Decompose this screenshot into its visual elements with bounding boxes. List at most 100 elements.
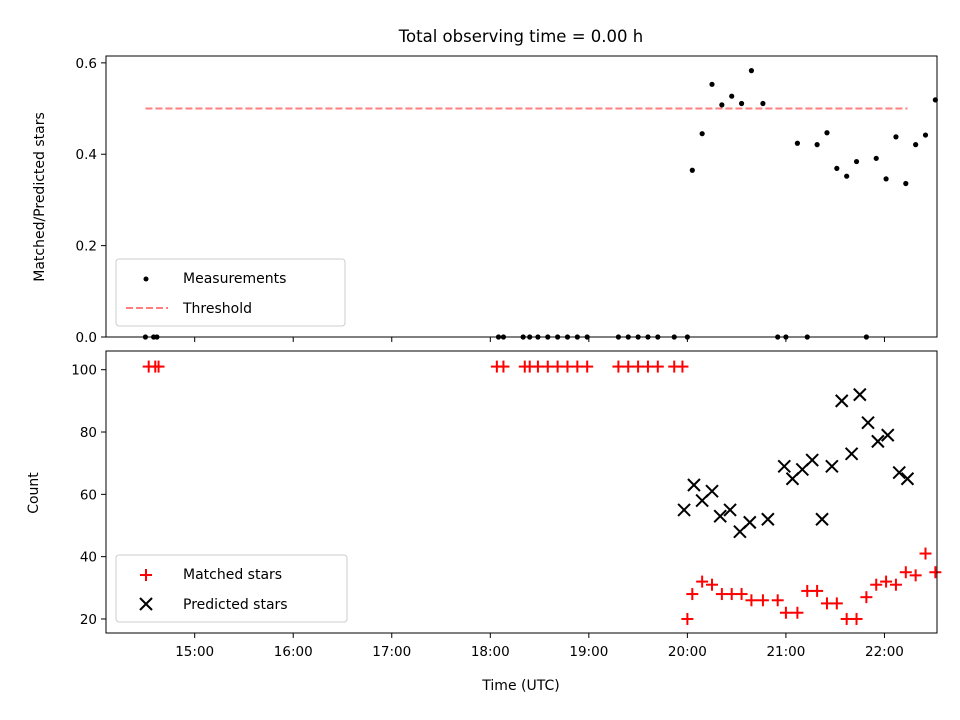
measurement-point [893,134,899,140]
predicted-star-point [853,387,867,402]
bottom-x-ticks: 15:00 16:00 17:00 18:00 19:00 20:00 21:00 22:00 [175,633,904,660]
y-tick-label: 0.6 [76,56,97,72]
measurement-point [689,167,695,173]
bottom-y-axis-label: Count [26,472,42,514]
measurement-point [913,142,919,148]
predicted-star-point [705,484,719,498]
y-tick-label: 20 [80,612,97,628]
predicted-star-point [713,509,727,523]
matched-star-point [735,588,748,601]
matched-star-point [771,594,784,607]
predicted-star-point [743,515,757,530]
legend-measurements-marker [143,276,149,282]
predicted-star-point [861,415,875,430]
predicted-star-point [871,434,885,449]
matched-star-point [696,575,709,588]
matched-star-point [779,606,792,619]
y-tick-label: 0.2 [76,239,97,255]
matched-star-point [860,591,873,604]
y-tick-label: 0.4 [76,147,97,163]
top-plot-frame [105,55,938,338]
measurement-point [699,131,705,137]
matched-star-point [686,588,699,601]
predicted-star-point [761,512,775,526]
measurement-point [760,100,766,107]
predicted-star-point [881,428,895,442]
measurement-point [883,176,889,182]
measurement-point [748,68,755,74]
legend-threshold-label: Threshold [182,301,252,317]
matched-star-point [651,360,664,373]
bottom-marks [142,360,942,625]
x-axis-label: Time (UTC) [481,678,559,694]
predicted-star-point [815,512,829,526]
x-tick-label: 21:00 [766,644,805,660]
y-tick-label: 100 [71,363,97,379]
measurement-point [844,173,850,179]
predicted-star-point [777,459,791,473]
x-tick-label: 20:00 [668,644,707,660]
y-tick-label: 40 [80,550,97,566]
measurement-point [853,158,860,165]
top-y-axis-label: Matched/Predicted stars [32,112,48,282]
measurement-point [922,132,929,138]
measurement-point [814,142,820,148]
matched-star-point [919,547,932,560]
predicted-star-point [835,394,849,408]
matched-star-point [889,578,902,591]
bottom-panel: 20 40 60 80 100 15:00 16:00 17:00 18:00 19:00 20:… [26,350,942,694]
predicted-star-point [677,503,691,517]
y-tick-label: 60 [80,487,97,503]
bottom-legend: Matched stars Predicted stars [115,554,348,623]
matched-star-point [899,566,912,579]
top-panel: 0.0 0.2 0.4 0.6 Matched/Predicted stars Mea… [32,55,938,346]
predicted-star-point [892,465,906,480]
top-x-ticks [194,337,885,342]
predicted-star-point [900,472,915,486]
bottom-y-ticks: 20 40 60 80 100 [71,363,106,628]
matched-star-point [745,594,758,607]
top-legend-box [115,258,346,327]
matched-star-point [870,578,883,591]
measurement-point [794,140,801,146]
bottom-plot-frame [105,350,938,634]
matched-star-point [581,360,594,373]
matched-star-point [850,612,863,625]
chart-title: Total observing time = 0.00 h [398,27,643,46]
predicted-star-point [825,459,839,473]
x-tick-label: 19:00 [569,644,608,660]
matched-star-point [880,575,893,588]
matched-star-point [152,360,165,373]
matched-star-point [929,566,942,579]
y-tick-label: 0.0 [76,330,97,346]
x-tick-label: 16:00 [274,644,313,660]
predicted-star-point [805,453,819,467]
matched-star-point [909,569,922,582]
matched-star-point [791,606,804,619]
bottom-legend-box [115,554,348,623]
matched-star-point [497,360,510,373]
measurement-point [903,180,909,187]
matched-star-point [811,584,824,597]
x-tick-label: 18:00 [471,644,510,660]
legend-predicted-marker [139,597,153,611]
top-legend: Measurements Threshold [115,258,346,327]
matched-star-point [676,360,689,373]
matched-star-point [756,594,769,607]
predicted-star-point [723,503,737,517]
matched-star-point [706,578,719,591]
top-y-ticks: 0.0 0.2 0.4 0.6 [76,56,106,346]
x-tick-label: 15:00 [175,644,214,660]
predicted-star-point [844,447,859,461]
measurement-point [709,81,715,87]
measurement-point [834,165,840,171]
matched-star-point [830,597,843,610]
top-marks [142,68,938,340]
y-tick-label: 80 [80,425,97,441]
measurement-point [824,130,830,136]
measurement-point [719,102,725,108]
legend-predicted-label: Predicted stars [183,597,288,613]
legend-matched-marker [140,569,152,581]
measurement-point [873,155,879,161]
